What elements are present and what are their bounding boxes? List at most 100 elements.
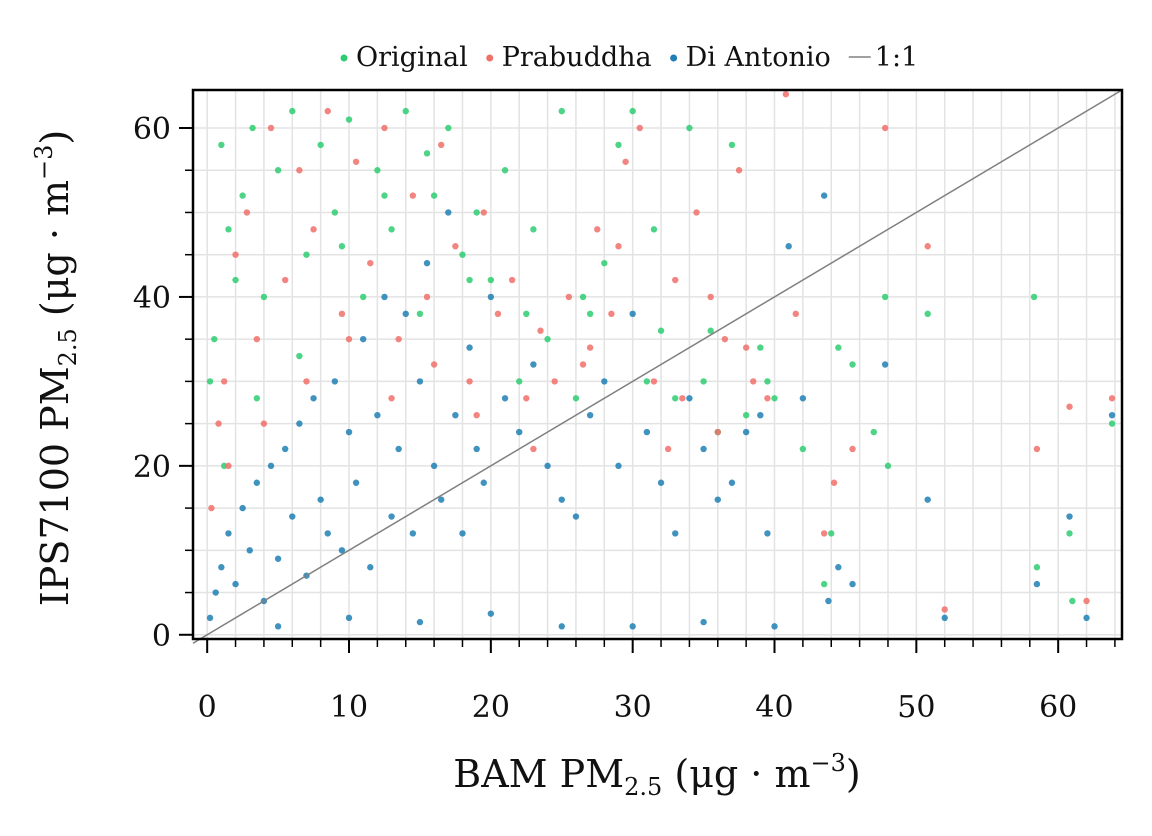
point-prabuddha — [664, 445, 672, 453]
point-di-antonio — [381, 293, 388, 301]
legend-label-di-antonio: Di Antonio — [686, 42, 831, 73]
point-original — [402, 107, 409, 115]
reference-line — [192, 89, 1123, 644]
point-prabuddha — [586, 344, 594, 351]
point-di-antonio — [516, 428, 523, 436]
point-original — [530, 226, 537, 233]
point-di-antonio — [530, 361, 537, 368]
point-prabuddha — [622, 158, 629, 165]
point-original — [388, 226, 395, 233]
point-original — [884, 462, 892, 470]
point-original — [416, 310, 424, 318]
point-di-antonio — [218, 564, 225, 571]
x-tick-label: 60 — [1039, 690, 1077, 725]
point-di-antonio — [558, 496, 565, 503]
point-original — [1033, 564, 1041, 571]
point-prabuddha — [395, 335, 402, 343]
point-di-antonio — [924, 496, 931, 503]
point-original — [523, 310, 530, 318]
point-prabuddha — [345, 335, 353, 343]
one-to-one-line — [192, 89, 1123, 644]
point-original — [331, 209, 339, 216]
point-di-antonio — [324, 530, 331, 537]
point-di-antonio — [601, 378, 608, 385]
point-prabuddha — [281, 276, 289, 284]
point-prabuddha — [480, 209, 487, 216]
point-prabuddha — [750, 378, 757, 385]
point-di-antonio — [700, 618, 707, 626]
point-prabuddha — [1083, 597, 1090, 605]
point-prabuddha — [714, 428, 721, 436]
point-original — [764, 378, 771, 385]
point-original — [742, 411, 750, 419]
point-prabuddha — [530, 445, 537, 453]
point-prabuddha — [208, 504, 215, 512]
point-di-antonio — [572, 513, 580, 520]
point-original — [345, 116, 353, 123]
point-prabuddha — [735, 167, 743, 174]
point-original — [211, 335, 218, 343]
point-di-antonio — [274, 623, 282, 630]
point-di-antonio — [643, 428, 651, 436]
point-original — [544, 335, 551, 343]
point-original — [870, 428, 877, 436]
point-original — [799, 445, 807, 453]
point-original — [1030, 293, 1038, 301]
point-di-antonio — [445, 209, 452, 216]
point-original — [728, 141, 736, 149]
point-di-antonio — [742, 428, 750, 436]
point-original — [629, 107, 636, 115]
point-original — [253, 395, 261, 402]
legend: Original Prabuddha Di Antonio 1:1 — [340, 42, 918, 73]
point-original — [650, 226, 658, 233]
point-di-antonio — [345, 428, 353, 436]
point-prabuddha — [243, 209, 251, 216]
point-prabuddha — [608, 310, 615, 318]
point-prabuddha — [338, 310, 346, 318]
point-prabuddha — [679, 395, 686, 402]
point-original — [757, 344, 764, 351]
point-di-antonio — [825, 597, 832, 605]
point-di-antonio — [820, 192, 828, 199]
point-prabuddha — [253, 335, 261, 343]
point-prabuddha — [296, 167, 303, 174]
point-di-antonio — [629, 310, 636, 318]
point-prabuddha — [594, 226, 601, 233]
point-prabuddha — [537, 327, 544, 334]
point-prabuddha — [764, 395, 771, 402]
point-original — [572, 395, 580, 402]
point-original — [445, 124, 452, 132]
y-tick-label: 40 — [133, 281, 171, 316]
point-di-antonio — [352, 479, 360, 486]
point-di-antonio — [430, 462, 438, 470]
point-original — [820, 580, 828, 588]
point-prabuddha — [430, 361, 438, 368]
point-prabuddha — [1066, 403, 1073, 410]
point-prabuddha — [225, 462, 232, 470]
point-di-antonio — [438, 496, 445, 503]
point-prabuddha — [1033, 445, 1041, 453]
legend-marker-original — [340, 54, 348, 62]
point-prabuddha — [881, 124, 889, 132]
point-di-antonio — [206, 614, 214, 622]
point-di-antonio — [253, 479, 261, 486]
point-original — [249, 124, 256, 132]
x-tick-label: 40 — [755, 690, 793, 725]
x-tick-label: 20 — [472, 690, 510, 725]
point-original — [601, 259, 608, 267]
point-original — [296, 352, 303, 360]
point-original — [260, 293, 268, 301]
point-prabuddha — [551, 378, 558, 385]
point-di-antonio — [1066, 513, 1073, 520]
point-prabuddha — [388, 395, 395, 402]
point-original — [501, 167, 509, 174]
point-di-antonio — [459, 530, 466, 537]
point-original — [516, 378, 523, 385]
point-di-antonio — [409, 530, 417, 537]
x-tick-label: 10 — [330, 690, 368, 725]
y-tick-label: 20 — [133, 450, 171, 485]
point-di-antonio — [657, 479, 665, 486]
point-di-antonio — [672, 530, 679, 537]
point-prabuddha — [303, 378, 310, 385]
